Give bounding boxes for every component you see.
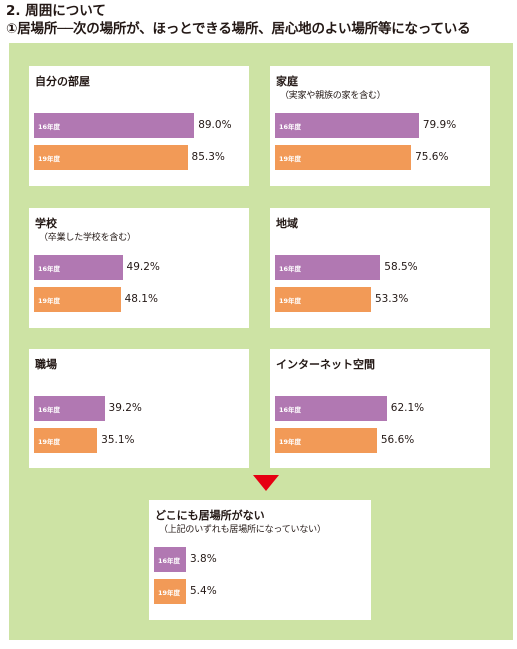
bar: 19年度: [34, 428, 98, 453]
chart-card: 自分の部屋 16年度 89.0% 19年度 85.3%: [29, 66, 249, 186]
bar-category-label: 19年度: [38, 438, 61, 446]
bar: 19年度: [34, 145, 188, 170]
card-title: インターネット空間: [276, 358, 375, 371]
bar: 19年度: [275, 145, 412, 170]
bar-category-label: 16年度: [158, 557, 181, 565]
bar-value-label: 58.5%: [384, 261, 418, 273]
chart-card: 家庭 （実家や親族の家を含む） 16年度 79.9% 19年度 75.6%: [270, 66, 490, 186]
bar-value-label: 53.3%: [374, 293, 409, 305]
card-title: 学校: [35, 217, 57, 230]
bar-category-label: 16年度: [279, 265, 302, 273]
bar: 19年度: [154, 579, 186, 604]
bar-category-label: 16年度: [38, 265, 61, 273]
bar: 16年度: [275, 396, 387, 421]
chart-card: 地域 16年度 58.5% 19年度 53.3%: [270, 208, 490, 328]
bar-category-label: 16年度: [279, 406, 302, 414]
bar: 16年度: [275, 255, 381, 280]
bar-value-label: 89.0%: [198, 119, 232, 131]
card-title: どこにも居場所がない: [155, 509, 265, 522]
bar: 16年度: [34, 396, 105, 421]
bar-value-label: 75.6%: [415, 151, 449, 163]
bar-category-label: 19年度: [38, 297, 61, 305]
bar-category-label: 19年度: [279, 438, 302, 446]
bar: 16年度: [34, 255, 123, 280]
bar-value-label: 3.8%: [190, 553, 217, 565]
down-arrow-icon: [253, 475, 279, 491]
bar-value-label: 35.1%: [101, 434, 135, 446]
bar-category-label: 16年度: [279, 123, 302, 131]
bar: 16年度: [154, 547, 186, 572]
bar: 19年度: [34, 287, 121, 312]
bar-value-label: 5.4%: [190, 585, 217, 597]
bar-value-label: 56.6%: [380, 434, 415, 446]
bar-category-label: 19年度: [38, 155, 61, 163]
bar-value-label: 85.3%: [191, 151, 225, 163]
bar: 16年度: [275, 113, 419, 138]
chart-card: 学校 （卒業した学校を含む） 16年度 49.2% 19年度 48.1%: [29, 208, 249, 328]
card-title: 職場: [35, 358, 57, 371]
card-title: 地域: [276, 217, 298, 230]
card-subtitle: （実家や親族の家を含む）: [280, 91, 386, 101]
card-title: 家庭: [276, 75, 298, 88]
bar-value-label: 48.1%: [124, 293, 158, 305]
chart-subheading: ①居場所──次の場所が、ほっとできる場所、居心地のよい場所等になっている: [6, 21, 471, 37]
chart-card: インターネット空間 16年度 62.1% 19年度 56.6%: [270, 349, 490, 468]
bar-category-label: 16年度: [38, 123, 61, 131]
chart-card: 職場 16年度 39.2% 19年度 35.1%: [29, 349, 249, 468]
bar-value-label: 49.2%: [126, 261, 160, 273]
card-subtitle: （上記のいずれも居場所になっていない）: [159, 525, 326, 535]
bar-value-label: 79.9%: [422, 119, 457, 131]
bar-category-label: 16年度: [38, 406, 61, 414]
card-subtitle: （卒業した学校を含む）: [39, 233, 136, 243]
bar-category-label: 19年度: [279, 297, 302, 305]
bar-value-label: 62.1%: [390, 402, 425, 414]
chart-card: どこにも居場所がない （上記のいずれも居場所になっていない） 16年度 3.8% 19年…: [149, 500, 371, 620]
bar: 16年度: [34, 113, 195, 138]
section-heading: 2. 周囲について: [6, 3, 106, 19]
bar-category-label: 19年度: [279, 155, 302, 163]
bar-value-label: 39.2%: [108, 402, 142, 414]
card-title: 自分の部屋: [35, 75, 90, 88]
bar: 19年度: [275, 428, 377, 453]
bar-category-label: 19年度: [158, 589, 181, 597]
bar: 19年度: [275, 287, 371, 312]
